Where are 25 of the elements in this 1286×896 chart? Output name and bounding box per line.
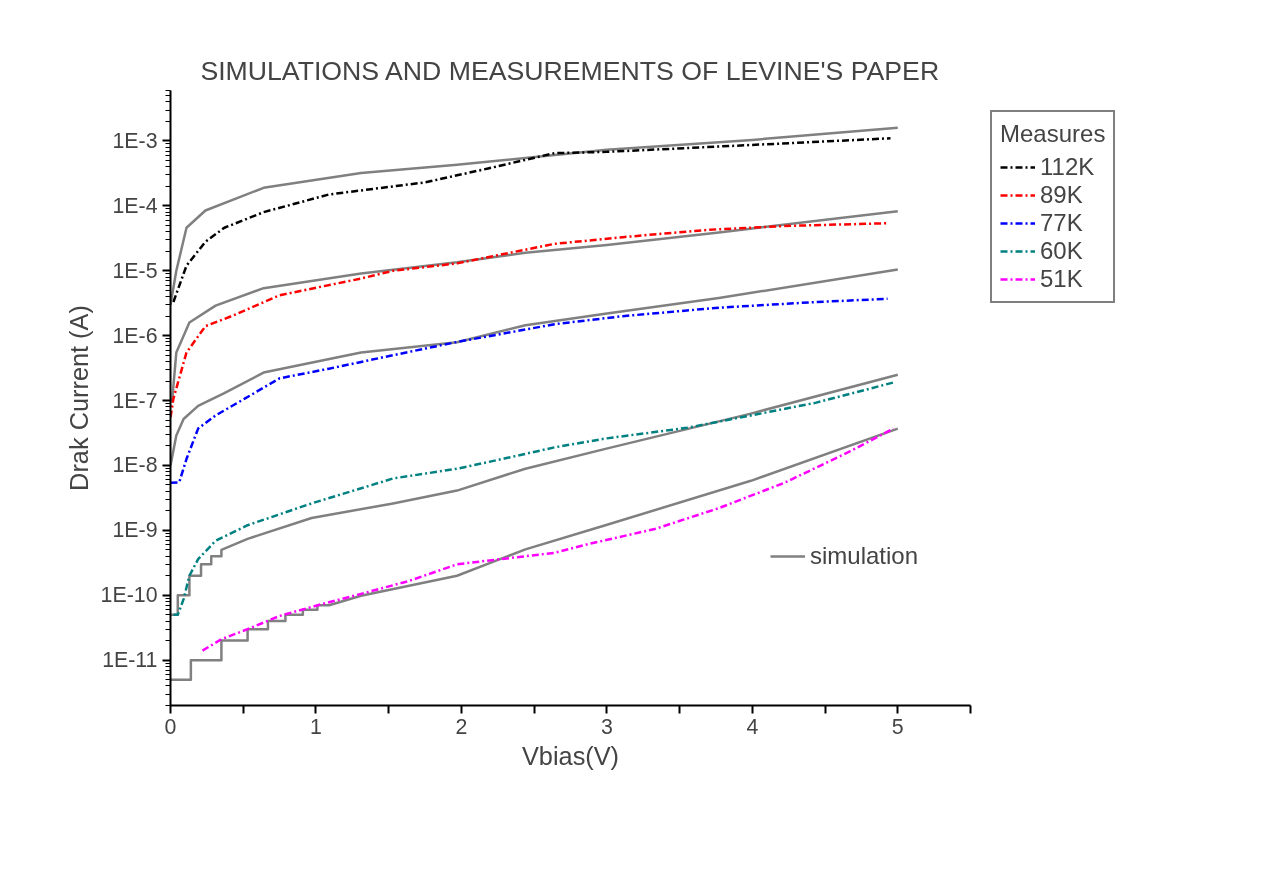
- legend-label: 112K: [1040, 153, 1095, 181]
- y-tick-label: 1E-4: [112, 193, 158, 218]
- y-tick-label: 1E-3: [112, 129, 158, 153]
- y-tick-label: 1E-8: [112, 453, 158, 478]
- x-tick-label: 4: [746, 714, 759, 739]
- y-axis-title: Drak Current (A): [64, 305, 93, 491]
- x-tick-label: 3: [600, 714, 613, 739]
- x-tick-label: 5: [891, 714, 904, 739]
- y-tick-label: 1E-11: [102, 648, 158, 673]
- y-tick-label: 1E-9: [112, 518, 158, 543]
- legend-label: simulation: [810, 542, 919, 570]
- x-tick-label: 0: [164, 714, 177, 739]
- legend-label: 77K: [1040, 209, 1083, 237]
- legend-label: 51K: [1040, 265, 1083, 293]
- y-tick-label: 1E-6: [112, 323, 158, 348]
- legend-title: Measures: [1000, 120, 1106, 148]
- chart-title: SIMULATIONS AND MEASUREMENTS OF LEVINE'S PAPER: [200, 55, 940, 86]
- legend-label: 89K: [1040, 181, 1083, 209]
- x-tick-label: 2: [455, 714, 468, 739]
- legend-label: 60K: [1040, 237, 1083, 265]
- x-tick-label: 1: [310, 714, 322, 739]
- y-tick-label: 1E-10: [100, 583, 158, 608]
- x-axis-title: Vbias(V): [521, 741, 620, 770]
- y-tick-label: 1E-7: [112, 388, 158, 413]
- y-tick-label: 1E-5: [112, 258, 158, 283]
